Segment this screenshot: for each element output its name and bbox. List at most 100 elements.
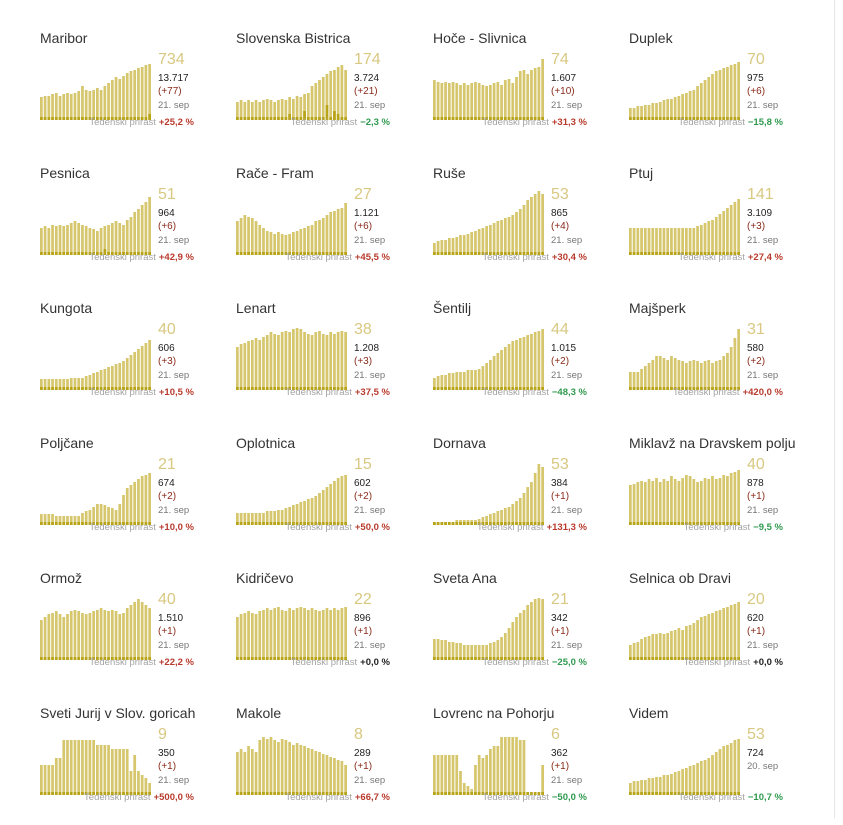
weekly-growth: Tedenski prirast +10,0 %: [89, 522, 194, 533]
new-cases-bar: [500, 252, 503, 255]
new-cases-bar: [455, 252, 459, 255]
new-cases-bar: [140, 252, 144, 255]
municipality-card-makole[interactable]: Makole 8 289 (+1) 21. sep Tedenski prirast +66…: [236, 705, 426, 825]
active-bar: [729, 473, 733, 525]
municipality-card-ruse[interactable]: Ruše 53 865 (+4) 21. sep Tedenski prirast +30,…: [433, 165, 623, 285]
active-bar: [303, 746, 306, 795]
municipality-card-hoce-slivnica[interactable]: Hoče - Slivnica 74 1.607 (+10) 21. sep Tedens…: [433, 30, 623, 150]
bar-chart: [236, 65, 347, 120]
active-bar: [655, 356, 658, 390]
active-bar: [318, 493, 321, 525]
weekly-growth-value: +0,0 %: [753, 657, 783, 668]
new-cases-bar: [303, 522, 306, 525]
new-cases-bar: [277, 252, 280, 255]
new-cases-bar: [511, 657, 515, 660]
active-bar: [66, 93, 69, 120]
daily-change-value: (+2): [158, 491, 177, 502]
new-cases-bar: [344, 522, 347, 525]
new-cases-bar: [129, 792, 133, 795]
new-cases-bar: [122, 117, 125, 120]
municipality-card-kidricevo[interactable]: Kidričevo 22 896 (+1) 21. sep Tedenski priras…: [236, 570, 426, 690]
new-cases-bar: [533, 792, 537, 795]
new-cases-bar: [440, 252, 444, 255]
active-bar: [533, 599, 537, 660]
new-cases-bar: [455, 657, 459, 660]
new-cases-bar: [673, 117, 677, 120]
weekly-growth-label: Tedenski prirast: [285, 387, 352, 398]
active-bar: [640, 106, 643, 120]
active-bar: [140, 346, 144, 390]
new-cases-bar: [81, 522, 84, 525]
new-cases-bar: [500, 792, 503, 795]
active-bar: [459, 85, 462, 120]
active-bar: [258, 611, 262, 660]
municipality-card-maribor[interactable]: Maribor 734 13.717 (+77) 21. sep Tedenski pri…: [40, 30, 230, 150]
active-bar: [688, 625, 692, 660]
new-cases-bar: [292, 117, 295, 120]
municipality-card-videm[interactable]: Videm 53 724 20. sep Tedenski prirast −10,7 %: [629, 705, 819, 825]
active-bar: [481, 366, 485, 390]
active-bar: [265, 335, 269, 390]
municipality-card-oplotnica[interactable]: Oplotnica 15 602 (+2) 21. sep Tedenski priras…: [236, 435, 426, 555]
active-bar: [62, 740, 66, 795]
active-bar: [321, 754, 325, 795]
new-cases-bar: [114, 117, 118, 120]
active-bar: [340, 65, 344, 120]
active-bar: [714, 217, 718, 255]
municipality-card-miklavz-na-dravskem-polju[interactable]: Miklavž na Dravskem polju 40 878 (+1) 21. se…: [629, 435, 819, 555]
municipality-card-ormoz[interactable]: Ormož 40 1.510 (+1) 21. sep Tedenski prirast +…: [40, 570, 230, 690]
municipality-card-pesnica[interactable]: Pesnica 51 964 (+6) 21. sep Tedenski prirast +…: [40, 165, 230, 285]
active-bar: [318, 611, 321, 660]
municipality-card-duplek[interactable]: Duplek 70 975 (+6) 21. sep Tedenski prirast −1…: [629, 30, 819, 150]
municipality-card-sveti-jurij-v-slov-goricah[interactable]: Sveti Jurij v Slov. goricah 9 350 (+1) 21. s…: [40, 705, 230, 825]
municipality-card-race-fram[interactable]: Rače - Fram 27 1.121 (+6) 21. sep Tedenski pr…: [236, 165, 426, 285]
municipality-card-sveta-ana[interactable]: Sveta Ana 21 342 (+1) 21. sep Tedenski priras…: [433, 570, 623, 690]
municipality-card-dornava[interactable]: Dornava 53 384 (+1) 21. sep Tedenski prirast +…: [433, 435, 623, 555]
new-cases-bar: [69, 522, 73, 525]
active-bar: [451, 642, 455, 660]
new-cases-bar: [699, 522, 703, 525]
new-cases-bar: [500, 657, 503, 660]
municipality-card-selnica-ob-dravi[interactable]: Selnica ob Dravi 20 620 (+1) 21. sep Tedenski…: [629, 570, 819, 690]
active-bar: [333, 481, 336, 525]
municipality-card-slovenska-bistrica[interactable]: Slovenska Bistrica 174 3.724 (+21) 21. sep Te…: [236, 30, 426, 150]
new-cases-bar: [262, 657, 265, 660]
active-bar: [440, 375, 444, 390]
new-cases-bar: [447, 657, 451, 660]
active-bar: [522, 610, 526, 660]
active-bar: [632, 484, 636, 525]
new-cases-bar: [655, 387, 658, 390]
active-bar: [273, 740, 277, 795]
new-cases-bar: [118, 117, 122, 120]
weekly-growth-value: −50,0 %: [551, 792, 587, 803]
new-cases-bar: [666, 387, 670, 390]
municipality-card-kungota[interactable]: Kungota 40 606 (+3) 21. sep Tedenski prirast +…: [40, 300, 230, 420]
active-bar: [526, 487, 530, 525]
municipality-card-poljcane[interactable]: Poljčane 21 674 (+2) 21. sep Tedenski prirast…: [40, 435, 230, 555]
new-cases-bar: [84, 792, 88, 795]
new-cases-bar: [714, 387, 718, 390]
municipality-card-ptuj[interactable]: Ptuj 141 3.109 (+3) 21. sep Tedenski prirast +…: [629, 165, 819, 285]
date-label: 21. sep: [747, 640, 779, 651]
active-cases-value: 53: [551, 456, 569, 473]
new-cases-bar: [54, 522, 58, 525]
active-bar: [537, 67, 541, 120]
bar-chart: [40, 64, 151, 120]
municipality-card-sentilj[interactable]: Šentilj 44 1.015 (+2) 21. sep Tedenski priras…: [433, 300, 623, 420]
new-cases-bar: [711, 792, 714, 795]
active-bar: [314, 332, 318, 390]
active-bar: [433, 80, 436, 120]
new-cases-bar: [118, 657, 122, 660]
active-bar: [718, 749, 722, 795]
municipality-card-lenart[interactable]: Lenart 38 1.208 (+3) 21. sep Tedenski prirast…: [236, 300, 426, 420]
new-cases-bar: [688, 522, 692, 525]
active-bar: [250, 340, 254, 390]
active-bar: [433, 639, 436, 660]
active-bar: [243, 752, 247, 795]
municipality-card-majsperk[interactable]: Majšperk 31 580 (+2) 21. sep Tedenski prirast…: [629, 300, 819, 420]
new-cases-bar: [40, 657, 43, 660]
daily-change-value: (+6): [354, 221, 373, 232]
active-bar: [295, 328, 299, 390]
municipality-card-lovrenc-na-pohorju[interactable]: Lovrenc na Pohorju 6 362 (+1) 21. sep Tedensk…: [433, 705, 623, 825]
active-bar: [507, 628, 511, 660]
